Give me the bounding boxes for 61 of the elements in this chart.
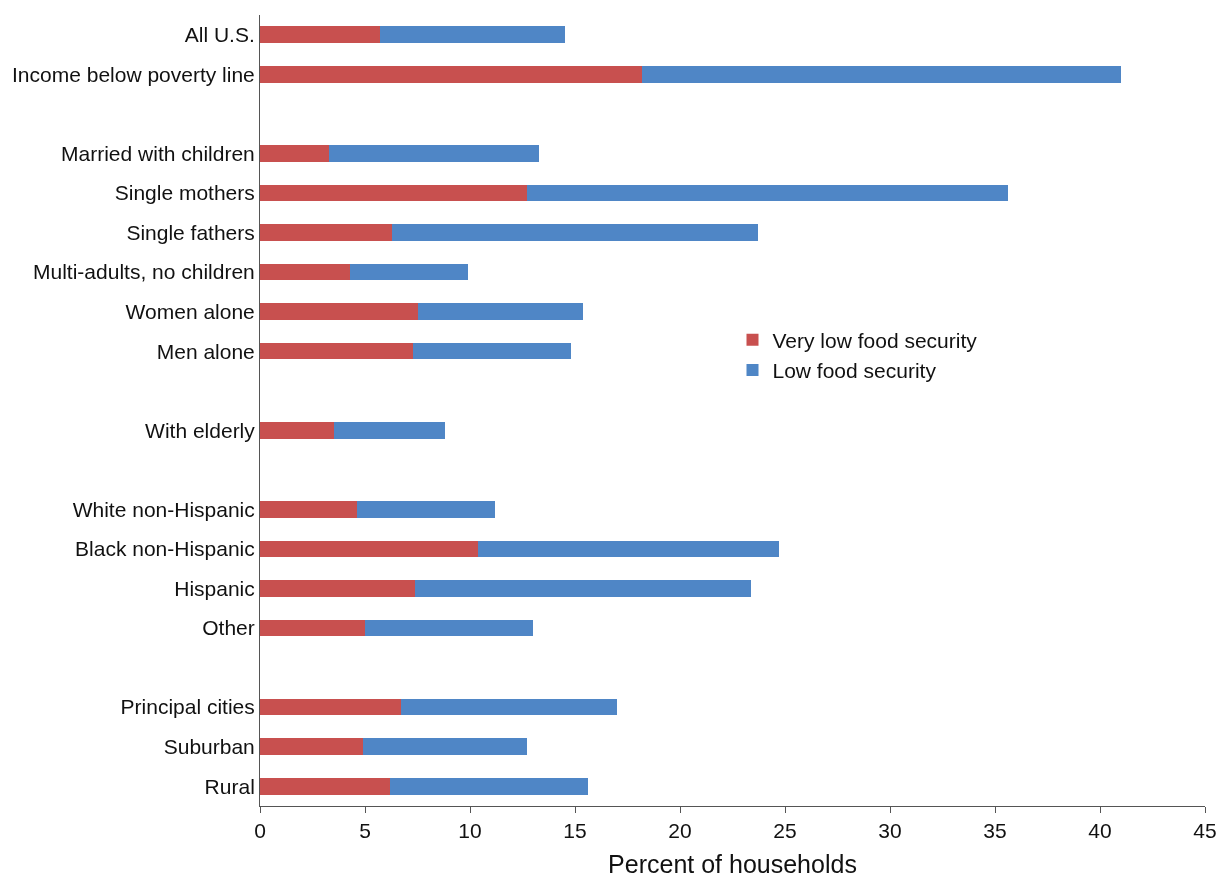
bar: [362, 738, 527, 755]
x-tick-label: 0: [254, 819, 266, 843]
x-tick-label: 30: [878, 819, 902, 843]
bar: [260, 303, 418, 320]
x-tick-label: 45: [1193, 819, 1217, 843]
y-tick-label: Women alone: [125, 299, 255, 323]
x-tick-label: 10: [458, 819, 482, 843]
bar: [260, 501, 357, 518]
x-tick-label: 35: [983, 819, 1007, 843]
bar: [260, 738, 363, 755]
y-tick-label: Multi-adults, no children: [33, 260, 255, 284]
y-tick-label: Other: [202, 616, 255, 640]
x-axis-title: Percent of households: [608, 850, 857, 879]
bar: [417, 303, 584, 320]
x-tick-label: 25: [773, 819, 797, 843]
bar: [390, 777, 588, 795]
bar: [260, 26, 380, 44]
y-tick-label: Single mothers: [114, 181, 255, 205]
x-tick-label: 5: [359, 819, 371, 843]
bar: [260, 698, 401, 716]
y-tick-label: Hispanic: [174, 576, 255, 600]
bar: [260, 619, 365, 637]
bar: [642, 66, 1121, 83]
legend-label: Low food security: [772, 359, 937, 383]
y-tick-label: Suburban: [163, 735, 255, 759]
legend-label: Very low food security: [772, 328, 978, 352]
bar: [379, 26, 565, 44]
y-tick-label: With elderly: [145, 418, 256, 442]
y-tick-label: Principal cities: [120, 695, 255, 719]
bar: [260, 184, 527, 202]
bar: [350, 263, 468, 281]
y-tick-label: Married with children: [61, 141, 255, 165]
bar: [392, 224, 758, 241]
bar: [329, 145, 540, 162]
bar: [260, 580, 416, 597]
bar: [260, 540, 479, 558]
y-tick-label: Single fathers: [126, 220, 255, 244]
bar: [260, 145, 330, 162]
bar: [260, 66, 643, 83]
bar: [356, 501, 496, 518]
bar: [260, 224, 393, 241]
bar: [260, 342, 414, 360]
y-tick-label: Black non-Hispanic: [75, 537, 255, 561]
y-tick-label: All U.S.: [184, 23, 255, 47]
bar: [260, 263, 351, 281]
bar: [478, 540, 779, 558]
y-tick-label: Income below poverty line: [12, 62, 255, 86]
bar: [400, 698, 617, 716]
bar: [260, 777, 391, 795]
x-tick-label: 15: [563, 819, 587, 843]
y-tick-label: Rural: [204, 774, 255, 798]
bar: [260, 421, 334, 439]
bar: [415, 580, 752, 597]
x-tick-label: 20: [668, 819, 692, 843]
bar: [365, 619, 533, 637]
y-tick-label: Men alone: [156, 339, 255, 363]
x-tick-label: 40: [1088, 819, 1112, 843]
bar: [526, 184, 1008, 202]
bar: [413, 342, 571, 360]
bar: [333, 421, 445, 439]
y-tick-label: White non-Hispanic: [72, 497, 255, 521]
